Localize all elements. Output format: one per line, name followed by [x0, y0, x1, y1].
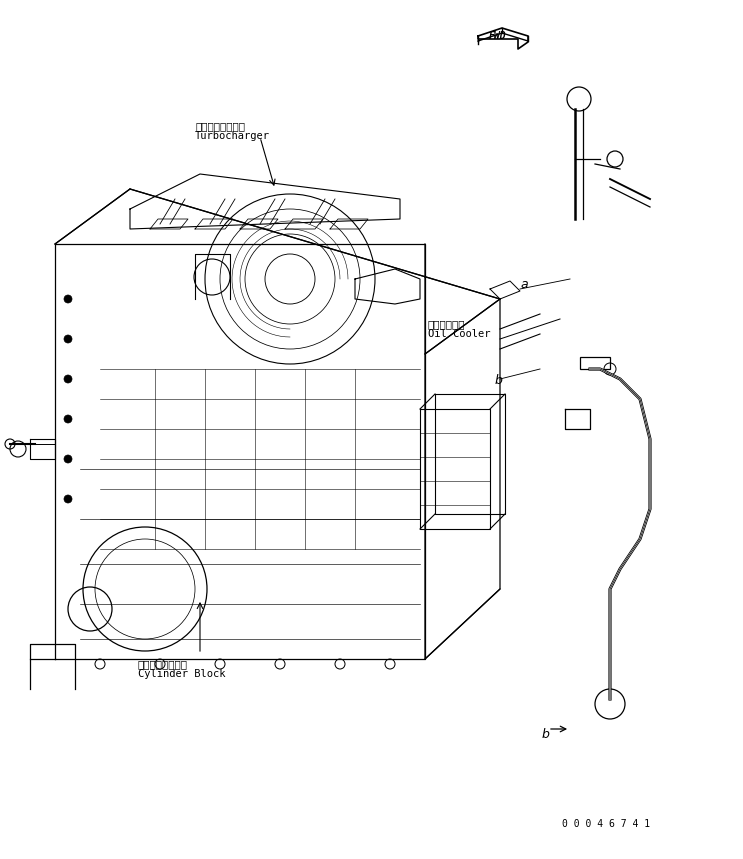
Circle shape	[64, 295, 72, 303]
Bar	[580, 357, 610, 369]
Text: Oil Cooler: Oil Cooler	[428, 329, 490, 339]
Circle shape	[64, 455, 72, 463]
Text: ターボチャージャ: ターボチャージャ	[195, 121, 245, 131]
Text: FWD: FWD	[489, 31, 507, 41]
Text: a: a	[520, 278, 528, 291]
Text: b: b	[494, 374, 502, 387]
Text: b: b	[541, 728, 549, 740]
Text: 0 0 0 4 6 7 4 1: 0 0 0 4 6 7 4 1	[562, 819, 650, 829]
Text: Cylinder Block: Cylinder Block	[138, 669, 225, 679]
Circle shape	[64, 335, 72, 343]
Text: シリンダブロック: シリンダブロック	[138, 659, 188, 669]
Circle shape	[64, 415, 72, 423]
Circle shape	[64, 375, 72, 383]
Circle shape	[64, 495, 72, 503]
Text: オイルクーラ: オイルクーラ	[428, 319, 466, 329]
Text: Turbocharger: Turbocharger	[195, 131, 270, 141]
